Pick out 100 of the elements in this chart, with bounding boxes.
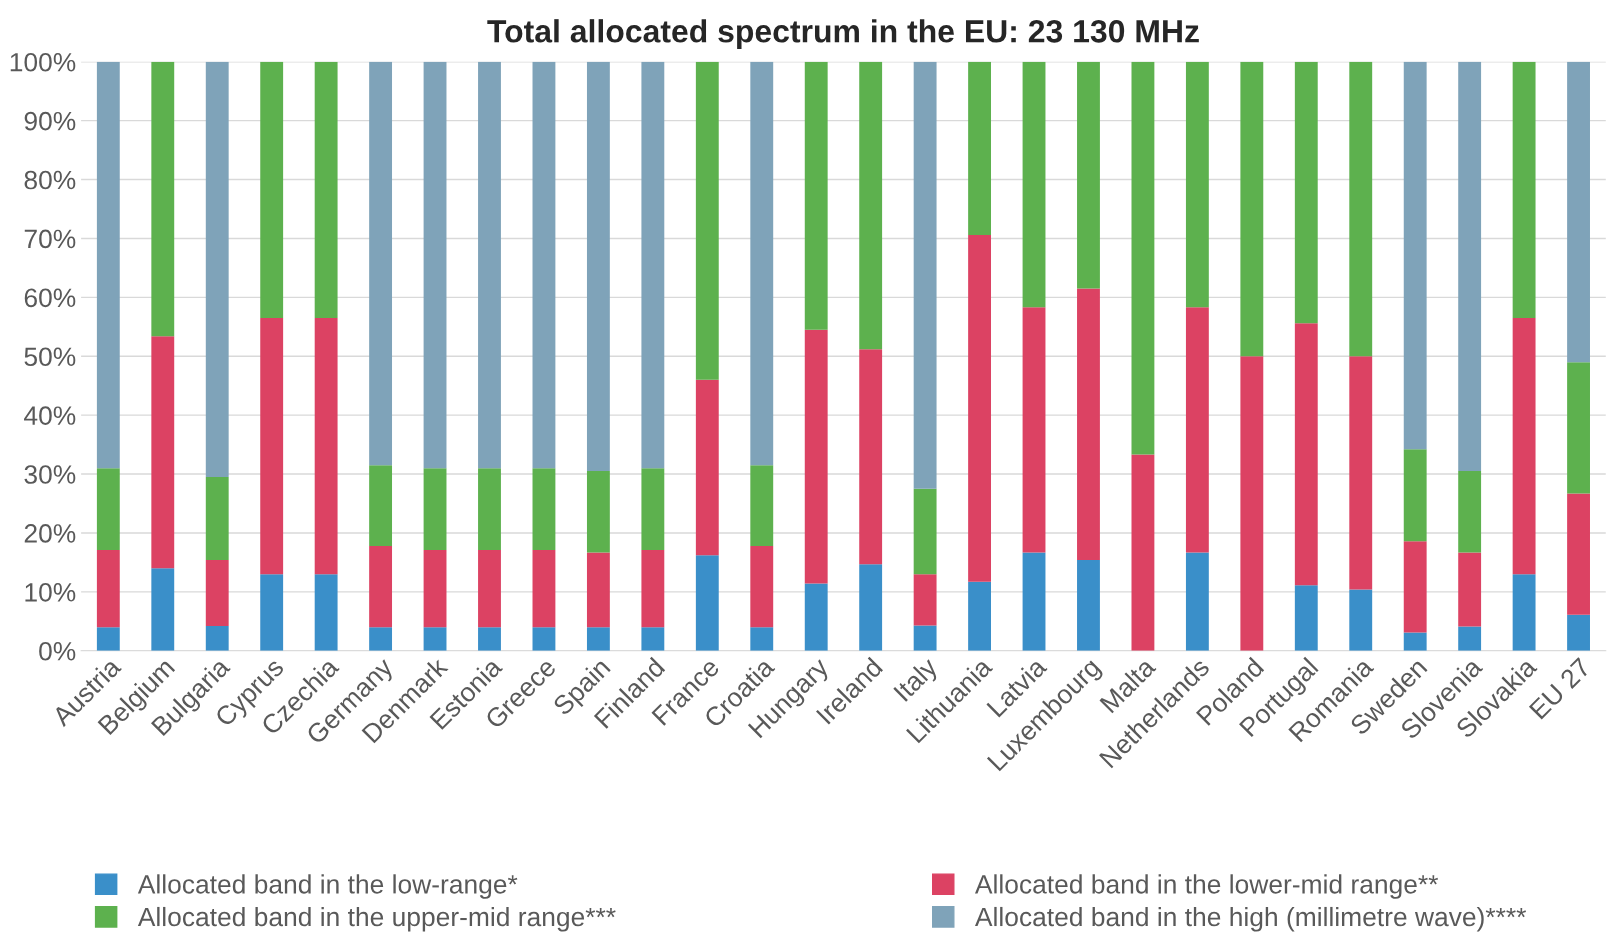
bar	[532, 550, 556, 628]
chart-title: Total allocated spectrum in the EU: 23 130 MHz	[487, 19, 1199, 49]
bar	[1022, 61, 1046, 308]
bar	[1077, 560, 1100, 651]
bar	[1567, 614, 1590, 651]
bar	[586, 627, 610, 651]
bar	[804, 61, 828, 330]
y-tick-label: 100%	[10, 52, 76, 72]
bar	[695, 61, 719, 380]
bar	[151, 336, 175, 569]
bar	[804, 583, 828, 651]
bar	[314, 61, 338, 318]
bar	[369, 545, 393, 628]
bar	[423, 627, 447, 651]
bar	[859, 564, 883, 651]
bar	[260, 317, 284, 575]
bar	[750, 61, 774, 466]
bar	[151, 568, 175, 651]
bar	[151, 61, 175, 337]
y-tick-label: 0%	[39, 641, 76, 661]
bar	[96, 468, 120, 551]
bar	[532, 627, 556, 651]
bar	[205, 476, 229, 561]
bar	[1512, 574, 1536, 651]
bar	[369, 627, 393, 651]
bar	[913, 625, 937, 651]
bar	[1022, 307, 1046, 553]
bar	[369, 465, 393, 546]
bar	[314, 574, 338, 651]
bar	[968, 61, 992, 235]
bar	[1567, 362, 1590, 494]
bar	[1240, 61, 1264, 357]
bar	[750, 545, 774, 628]
bar	[1294, 585, 1318, 651]
bar	[1567, 61, 1590, 363]
bar	[423, 468, 447, 551]
bar	[1240, 356, 1264, 651]
y-tick-label: 10%	[25, 582, 76, 602]
bar	[1458, 61, 1482, 472]
bar	[478, 61, 501, 469]
bar	[96, 627, 120, 651]
bar	[804, 329, 828, 584]
bar	[423, 61, 447, 469]
bar	[1567, 493, 1590, 615]
bar	[1403, 632, 1427, 651]
bar	[859, 349, 883, 565]
bar	[1403, 61, 1427, 450]
y-tick-label: 60%	[24, 288, 76, 308]
bar	[859, 61, 883, 350]
bar	[641, 550, 665, 628]
bar	[913, 488, 937, 575]
bar	[205, 61, 229, 477]
bar	[423, 550, 447, 628]
y-tick-label: 40%	[24, 406, 76, 425]
y-tick-label: 50%	[24, 347, 76, 367]
bar	[478, 550, 501, 628]
bar	[1077, 288, 1100, 561]
bar	[205, 626, 229, 651]
bar	[314, 317, 338, 575]
bar	[641, 627, 665, 651]
bar	[1458, 471, 1482, 553]
bar	[1294, 323, 1318, 586]
bar	[1349, 61, 1373, 357]
bar	[1349, 356, 1373, 590]
bar	[1077, 61, 1100, 289]
bar	[586, 552, 610, 628]
bar	[478, 627, 501, 651]
bar	[260, 574, 284, 651]
bar	[1512, 61, 1536, 318]
bar	[260, 61, 284, 318]
legend-label: Allocated band in the upper-mid range***	[137, 906, 616, 932]
bar	[695, 555, 719, 651]
bar	[586, 61, 610, 472]
bar	[532, 61, 556, 469]
bar	[1185, 61, 1209, 308]
bar	[641, 468, 665, 551]
legend-label: Allocated band in the lower-mid range**	[974, 874, 1439, 899]
y-tick-label: 30%	[24, 465, 76, 484]
bar	[641, 61, 665, 469]
y-tick-label: 90%	[24, 111, 76, 131]
bar	[478, 468, 501, 551]
y-tick-label: 70%	[24, 229, 76, 249]
bar	[750, 627, 774, 651]
bar	[1403, 449, 1427, 542]
bar	[1131, 61, 1155, 455]
bar	[1131, 454, 1155, 651]
legend-label: Allocated band in the high (millimetre wave)****	[974, 906, 1527, 932]
bar	[695, 379, 719, 556]
bar	[913, 61, 937, 489]
bar	[913, 574, 937, 626]
legend-label: Allocated band in the low-range*	[137, 874, 518, 899]
bar	[532, 468, 556, 551]
bar	[96, 550, 120, 628]
bar	[1185, 552, 1209, 651]
bar	[968, 581, 992, 651]
y-tick-label: 80%	[24, 170, 76, 190]
bar	[1349, 589, 1373, 651]
bar	[205, 560, 229, 627]
bar	[1458, 552, 1482, 627]
bar	[1294, 61, 1318, 324]
